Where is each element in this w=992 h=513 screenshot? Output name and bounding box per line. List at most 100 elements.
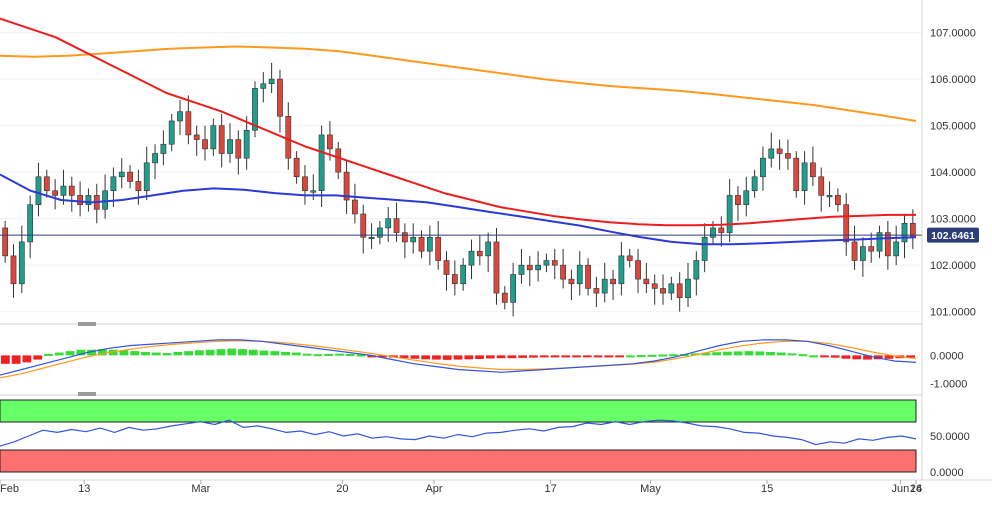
- price-axis: 107.0000 106.0000 105.0000 104.0000 103.0000…: [930, 28, 976, 319]
- candle: [535, 251, 541, 282]
- macd-bar: [884, 355, 894, 359]
- candle: [726, 179, 733, 242]
- candle: [793, 151, 800, 198]
- macd-bar: [906, 355, 915, 358]
- rsi-line: [0, 419, 917, 447]
- macd-lines: [0, 339, 917, 379]
- candle: [252, 81, 258, 138]
- macd-bar: [44, 353, 53, 356]
- candle: [501, 286, 508, 310]
- macd-bar: [809, 355, 819, 358]
- macd-bar: [863, 355, 872, 360]
- macd-histogram: [1, 348, 915, 364]
- candle: [218, 113, 225, 168]
- candle: [826, 181, 833, 208]
- candle: [843, 193, 850, 256]
- macd-bar: [485, 355, 495, 359]
- candle: [468, 239, 475, 280]
- macd-bar: [162, 353, 172, 356]
- rsi-axis: 50.0000 0.0000: [930, 431, 970, 479]
- sma-short-line: [0, 173, 917, 246]
- macd-bar: [302, 353, 312, 356]
- macd-bar: [356, 354, 366, 357]
- candle: [293, 151, 300, 184]
- candle: [360, 204, 367, 254]
- macd-bar: [410, 355, 420, 359]
- candle: [676, 272, 683, 312]
- candle: [818, 167, 825, 212]
- candle: [643, 262, 650, 294]
- macd-bar: [787, 353, 797, 356]
- candle: [760, 146, 766, 191]
- candle: [526, 255, 533, 287]
- macd-bar: [259, 350, 269, 356]
- macd-bar: [593, 355, 603, 358]
- current-price-label: 102.6461: [931, 230, 975, 242]
- macd-bar: [733, 351, 743, 356]
- macd-bar: [194, 350, 204, 356]
- macd-bar: [97, 349, 107, 356]
- macd-bar: [766, 351, 775, 356]
- macd-bar: [744, 351, 754, 356]
- sma-short-path: [0, 173, 917, 246]
- sma-mid-line: [0, 17, 916, 227]
- macd-bar: [615, 355, 625, 358]
- macd-bar: [345, 353, 355, 356]
- candle: [68, 176, 75, 212]
- candle: [335, 141, 342, 180]
- macd-bar: [658, 354, 668, 357]
- candle: [343, 160, 350, 214]
- macd-bar: [442, 355, 452, 360]
- macd-bar: [453, 355, 463, 360]
- candle: [476, 234, 483, 266]
- macd-bar: [539, 355, 549, 358]
- candle: [668, 276, 675, 301]
- macd-bar: [130, 351, 140, 356]
- macd-bar: [33, 355, 43, 360]
- macd-bar: [669, 354, 678, 357]
- candle: [884, 220, 891, 270]
- macd-bar: [604, 355, 614, 358]
- macd-bar: [87, 349, 96, 356]
- x-tick-label: 17: [544, 483, 556, 495]
- candle: [318, 125, 325, 208]
- candle: [177, 100, 183, 135]
- macd-bar: [248, 349, 258, 356]
- macd-bar: [151, 352, 161, 356]
- candle: [10, 244, 17, 298]
- candle: [651, 274, 658, 305]
- macd-bar: [798, 354, 808, 357]
- macd-bar: [712, 352, 722, 356]
- panel-splitter-2[interactable]: [0, 392, 922, 396]
- macd-bar: [626, 355, 635, 358]
- macd-bar: [119, 350, 129, 356]
- candle: [576, 251, 583, 296]
- panel-splitter-1[interactable]: [0, 322, 922, 326]
- candle: [785, 139, 791, 170]
- candle: [60, 169, 67, 205]
- candle: [168, 113, 175, 152]
- macd-bar: [65, 351, 75, 356]
- price-tick-label: 101.0000: [930, 307, 976, 319]
- candle: [77, 181, 83, 217]
- candle: [27, 195, 34, 259]
- x-tick-label: 14: [910, 483, 922, 495]
- price-tick-label: 107.0000: [930, 28, 976, 40]
- candle: [18, 225, 25, 294]
- candle: [385, 207, 392, 242]
- candle: [493, 227, 500, 305]
- macd-bar: [281, 351, 290, 356]
- candle: [210, 118, 217, 156]
- candle: [718, 216, 725, 247]
- candlesticks: [2, 62, 916, 317]
- candle: [193, 125, 200, 156]
- price-tick-label: 103.0000: [930, 214, 976, 226]
- macd-bar: [141, 351, 150, 356]
- candle: [776, 139, 783, 170]
- candle: [635, 248, 641, 294]
- price-tick-label: 106.0000: [930, 74, 976, 86]
- candle: [660, 274, 666, 305]
- macd-bar: [852, 355, 862, 360]
- macd-bar: [335, 353, 344, 356]
